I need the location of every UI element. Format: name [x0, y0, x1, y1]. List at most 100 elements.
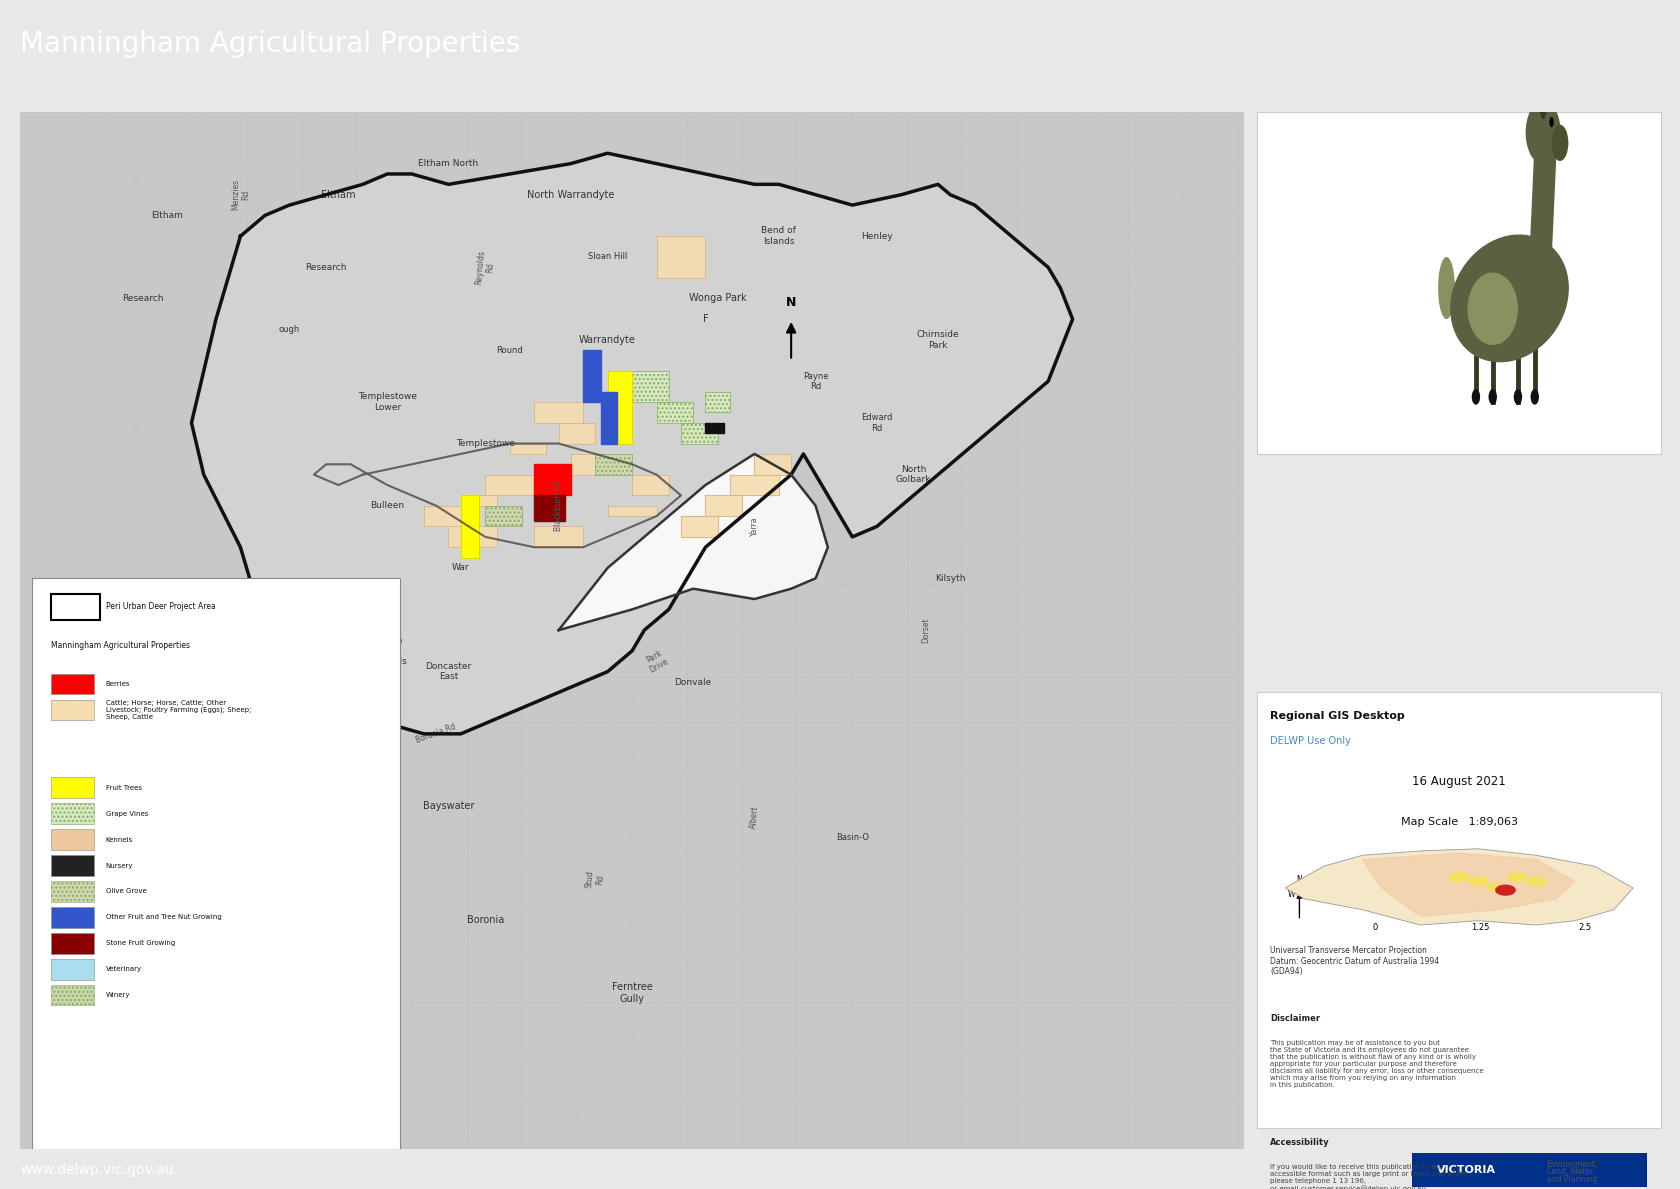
Text: Kilometres: Kilometres — [1430, 863, 1487, 874]
Text: N: N — [1295, 874, 1302, 883]
Text: 0: 0 — [1371, 923, 1378, 931]
Bar — [50, 958, 94, 980]
Ellipse shape — [1549, 117, 1552, 127]
Text: Stone Fruit Growing: Stone Fruit Growing — [106, 940, 175, 946]
Text: www.delwp.vic.gov.au: www.delwp.vic.gov.au — [20, 1163, 173, 1177]
Polygon shape — [657, 237, 706, 278]
Polygon shape — [595, 454, 632, 474]
Polygon shape — [534, 464, 571, 496]
Text: Fruit Trees: Fruit Trees — [106, 785, 141, 791]
Polygon shape — [706, 496, 743, 516]
Polygon shape — [558, 454, 827, 630]
Ellipse shape — [1507, 873, 1525, 881]
Bar — [50, 933, 94, 954]
Text: Kilsyth: Kilsyth — [934, 574, 964, 583]
Text: Winery: Winery — [106, 992, 131, 998]
Text: Environment,: Environment, — [1546, 1159, 1598, 1169]
Text: Blackburn Rd: Blackburn Rd — [554, 480, 563, 531]
Text: Albert: Albert — [749, 805, 759, 829]
Bar — [1411, 1153, 1646, 1187]
Polygon shape — [460, 496, 497, 505]
Bar — [32, 578, 400, 1149]
Text: Payne
Rd: Payne Rd — [803, 372, 828, 391]
Polygon shape — [534, 402, 583, 423]
Text: Eltham North: Eltham North — [418, 159, 479, 168]
Text: Basin-O: Basin-O — [835, 833, 869, 842]
Bar — [50, 593, 99, 619]
Ellipse shape — [1467, 272, 1517, 345]
Text: Templestowe: Templestowe — [455, 439, 514, 448]
Text: Eltham: Eltham — [321, 190, 356, 200]
Polygon shape — [509, 443, 546, 454]
Text: Park
Drive: Park Drive — [642, 648, 670, 675]
Text: Research: Research — [306, 263, 346, 272]
Bar — [1445, 894, 1514, 910]
Text: Map Scale   1:89,063: Map Scale 1:89,063 — [1399, 817, 1517, 826]
Text: This publication may be of assistance to you but
the State of Victoria and its e: This publication may be of assistance to… — [1270, 1039, 1483, 1088]
Polygon shape — [1284, 849, 1631, 925]
Polygon shape — [632, 474, 669, 496]
Ellipse shape — [1487, 389, 1495, 404]
Text: Research: Research — [121, 294, 163, 303]
Text: Reynolds
Rd: Reynolds Rd — [474, 250, 496, 285]
Text: Other Fruit and Tree Nut Growing: Other Fruit and Tree Nut Growing — [106, 914, 222, 920]
Text: War: War — [452, 564, 469, 572]
Text: Wantirna: Wantirna — [245, 729, 286, 738]
Text: 2.5: 2.5 — [1578, 923, 1591, 931]
Text: Wonga Park: Wonga Park — [689, 294, 746, 303]
Text: Disclaimer: Disclaimer — [1270, 1014, 1319, 1023]
Text: Boronia Rd: Boronia Rd — [415, 723, 457, 746]
Bar — [1374, 894, 1445, 910]
Bar — [50, 984, 94, 1006]
Text: Doncaster: Doncaster — [240, 594, 291, 604]
Bar — [50, 804, 94, 824]
Text: VICTORIA: VICTORIA — [1436, 1165, 1495, 1175]
Polygon shape — [680, 516, 717, 537]
Polygon shape — [706, 423, 724, 433]
Ellipse shape — [1495, 886, 1514, 895]
Ellipse shape — [1450, 235, 1567, 361]
Text: Menzies
Rd: Menzies Rd — [230, 180, 250, 210]
Polygon shape — [1529, 153, 1554, 246]
Text: Eltham: Eltham — [151, 210, 183, 220]
Bar — [50, 881, 94, 901]
Text: Grape Vines: Grape Vines — [106, 811, 148, 817]
Bar — [1257, 692, 1660, 1128]
Polygon shape — [486, 505, 521, 527]
Ellipse shape — [1525, 877, 1546, 886]
Polygon shape — [558, 423, 595, 443]
Text: Bend of
Islands: Bend of Islands — [761, 226, 796, 246]
Text: Ferntree
Gully: Ferntree Gully — [612, 982, 652, 1004]
Text: North
Golbark: North Golbark — [895, 465, 931, 484]
Text: E: E — [1305, 891, 1309, 899]
Text: Edward
Rd: Edward Rd — [860, 413, 892, 433]
Polygon shape — [657, 402, 692, 423]
Text: W: W — [1287, 891, 1294, 899]
Polygon shape — [449, 527, 497, 547]
Text: Manningham Agricultural Properties: Manningham Agricultural Properties — [50, 641, 190, 650]
Ellipse shape — [1525, 101, 1559, 164]
Text: Doncaster
East: Doncaster East — [425, 662, 472, 681]
Text: Regional GIS Desktop: Regional GIS Desktop — [1270, 711, 1404, 721]
Polygon shape — [423, 505, 460, 527]
Text: Cattle; Horse; Horse, Cattle; Other
Livestock; Poultry Farming (Eggs); Sheep;
Sh: Cattle; Horse; Horse, Cattle; Other Live… — [106, 700, 250, 721]
Text: Templestowe
Lower: Templestowe Lower — [358, 392, 417, 411]
Text: Berries: Berries — [106, 681, 131, 687]
Text: Warrandyte: Warrandyte — [580, 335, 635, 345]
Text: Veterinary: Veterinary — [106, 967, 141, 973]
Bar — [50, 699, 94, 721]
Text: Yarra: Yarra — [749, 517, 758, 536]
Text: Land, Water: Land, Water — [1546, 1168, 1593, 1176]
Text: Manningham Agricultural Properties: Manningham Agricultural Properties — [20, 30, 521, 58]
Text: Boronia
Rd: Boronia Rd — [188, 797, 220, 816]
Text: North Warrandyte: North Warrandyte — [528, 190, 615, 200]
Text: Bayswater: Bayswater — [422, 801, 474, 811]
Bar — [50, 829, 94, 850]
Polygon shape — [729, 474, 778, 496]
Ellipse shape — [1436, 257, 1453, 319]
Text: Accessibility: Accessibility — [1270, 1138, 1329, 1147]
Text: DELWP Use Only: DELWP Use Only — [1270, 736, 1351, 746]
Bar — [50, 674, 94, 694]
Polygon shape — [486, 474, 534, 496]
Text: Peri Urban Deer Project Area: Peri Urban Deer Project Area — [106, 602, 215, 611]
